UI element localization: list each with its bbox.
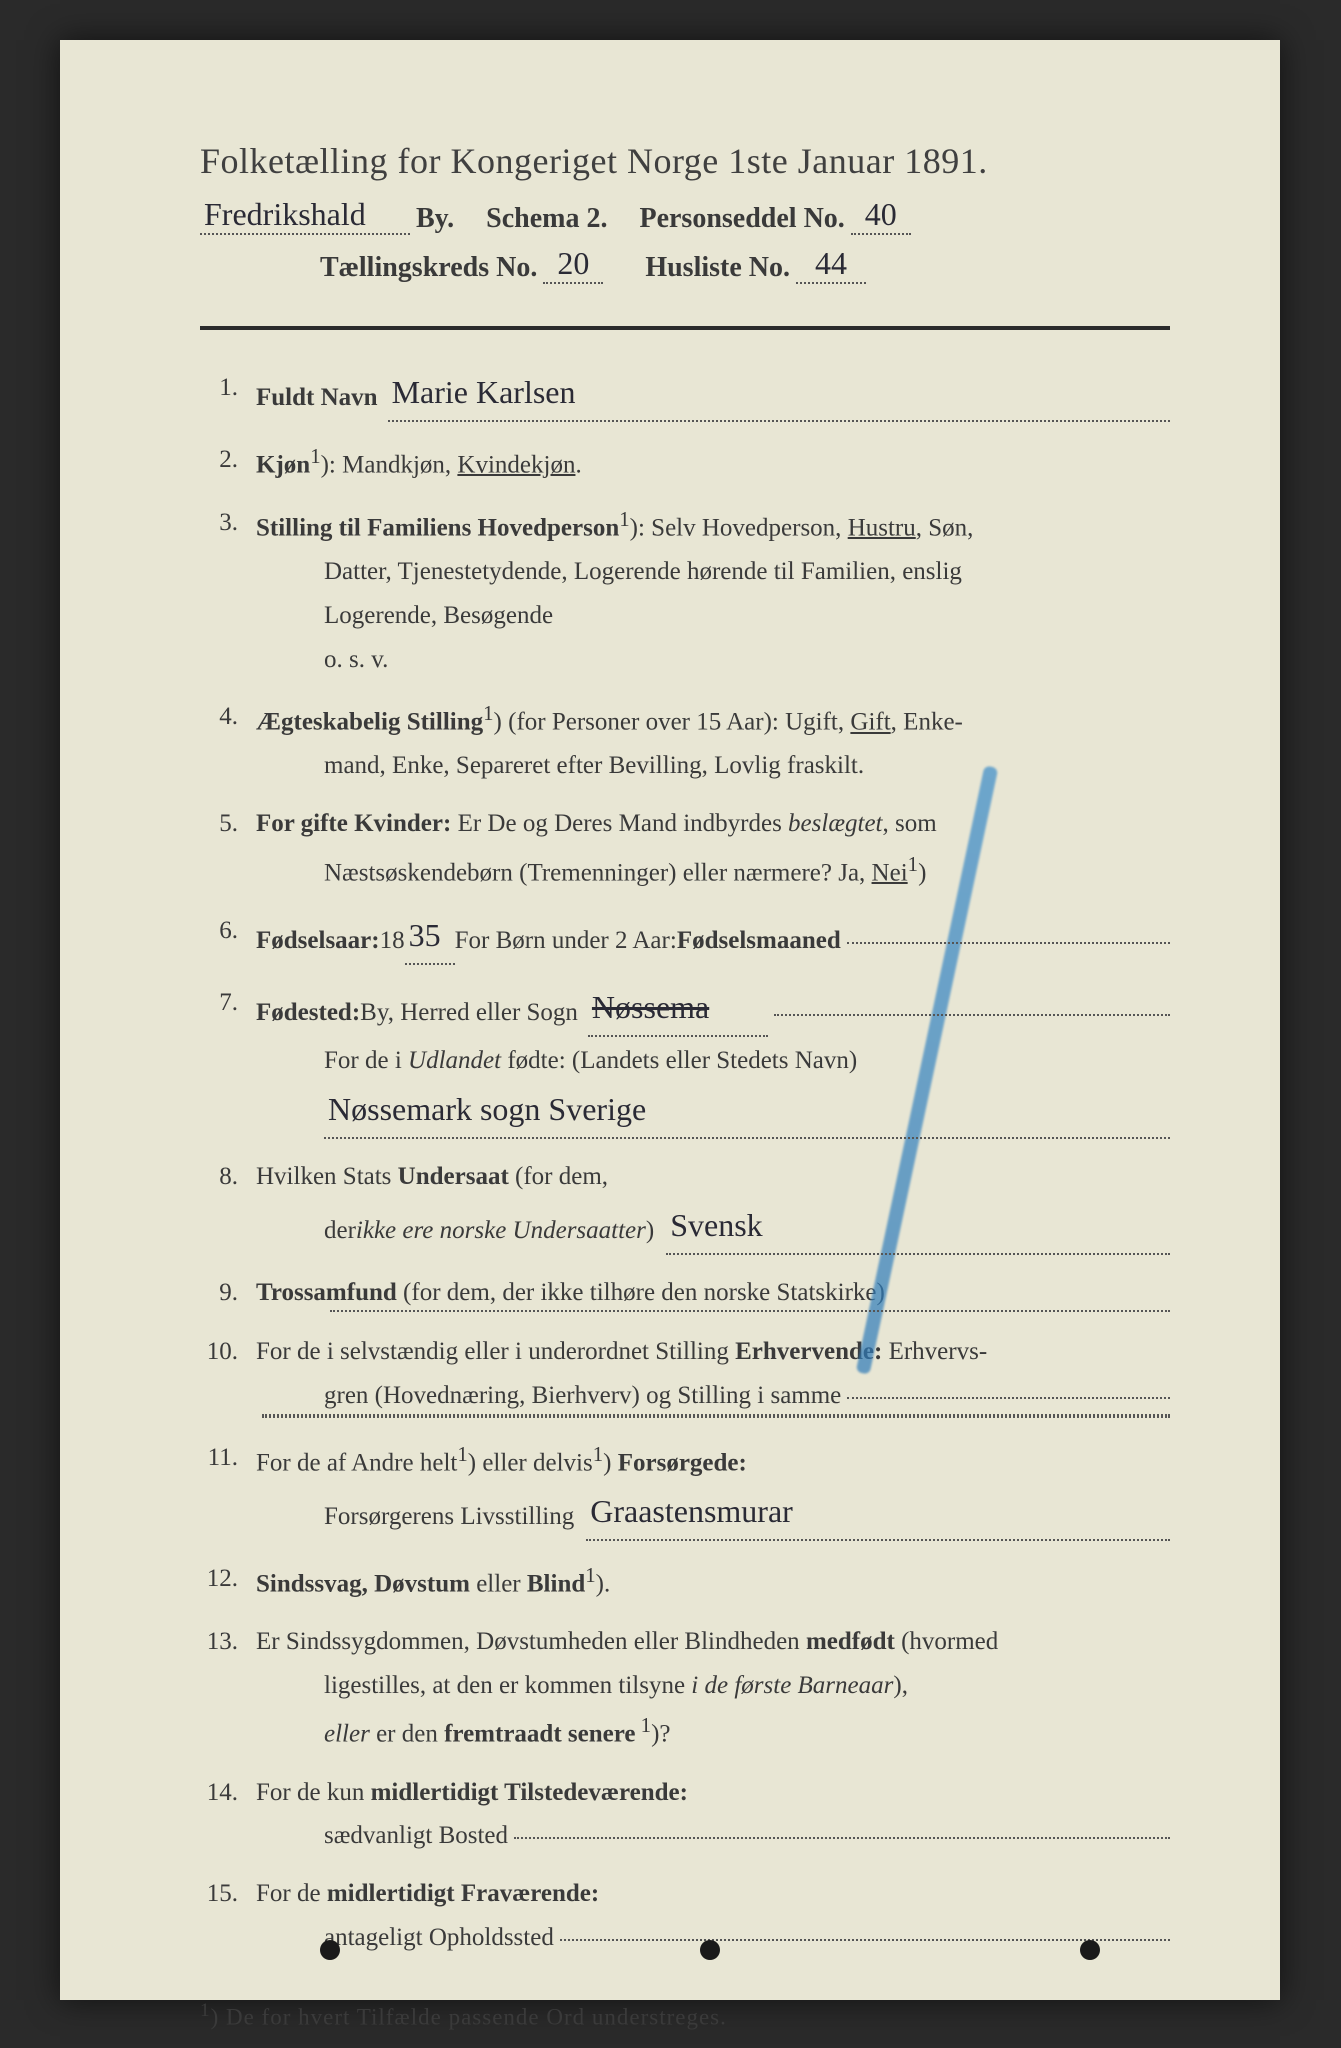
punch-hole-icon [320, 1940, 340, 1960]
q9-label: Trossamfund [256, 1279, 397, 1306]
q11-value: Graastensmurar [586, 1483, 1170, 1541]
census-form-page: Folketælling for Kongeriget Norge 1ste J… [60, 40, 1280, 2000]
q2: 2. Kjøn1): Mandkjøn, Kvindekjøn. [200, 438, 1170, 487]
q8-value: Svensk [666, 1197, 1170, 1255]
q4-num: 4. [200, 695, 256, 788]
q14-num: 14. [200, 1771, 256, 1859]
q7-label: Fødested: [256, 991, 360, 1035]
q2-kvindekjon: Kvindekjøn [457, 451, 575, 478]
q12-label: Sindssvag, Døvstum [256, 1570, 470, 1597]
kreds-label: Tællingskreds No. [320, 252, 537, 284]
personseddel-label: Personseddel No. [639, 203, 844, 235]
header-block: Folketælling for Kongeriget Norge 1ste J… [200, 140, 1170, 286]
header-line-3: Tællingskreds No. 20 Husliste No. 44 [320, 247, 1170, 286]
q12: 12. Sindssvag, Døvstum eller Blind1). [200, 1557, 1170, 1606]
header-line-2: Fredrikshald By. Schema 2. Personseddel … [200, 198, 1170, 237]
q14-label: midlertidigt Tilstedeværende: [371, 1779, 688, 1806]
q5-label: For gifte Kvinder: [256, 810, 451, 837]
q8: 8. Hvilken Stats Undersaat (for dem, der… [200, 1155, 1170, 1257]
personseddel-no: 40 [851, 196, 911, 235]
q3-num: 3. [200, 501, 256, 681]
q13-num: 13. [200, 1620, 256, 1757]
q9-num: 9. [200, 1271, 256, 1317]
q10-num: 10. [200, 1330, 256, 1422]
q15-num: 15. [200, 1872, 256, 1960]
q11-label: Forsørgede: [618, 1449, 747, 1476]
q1: 1. Fuldt Navn Marie Karlsen [200, 366, 1170, 424]
q1-num: 1. [200, 366, 256, 424]
divider-rule [200, 326, 1170, 330]
q5: 5. For gifte Kvinder: Er De og Deres Man… [200, 802, 1170, 895]
q4: 4. Ægteskabelig Stilling1) (for Personer… [200, 695, 1170, 788]
q7-num: 7. [200, 981, 256, 1141]
q9: 9. Trossamfund (for dem, der ikke tilhør… [200, 1271, 1170, 1317]
husliste-no: 44 [796, 245, 866, 284]
q15: 15. For de midlertidigt Fraværende: anta… [200, 1872, 1170, 1960]
q10: 10. For de i selvstændig eller i underor… [200, 1330, 1170, 1422]
q6-year: 35 [405, 907, 455, 965]
q6-label: Fødselsaar: [256, 919, 380, 963]
q3-hustru: Hustru [848, 514, 916, 541]
q5-num: 5. [200, 802, 256, 895]
q2-num: 2. [200, 438, 256, 487]
q7-struck: Nøssema [588, 979, 768, 1037]
husliste-label: Husliste No. [645, 252, 790, 284]
questions: 1. Fuldt Navn Marie Karlsen 2. Kjøn1): M… [200, 366, 1170, 1960]
q6-num: 6. [200, 909, 256, 967]
city-handwritten: Fredrikshald [200, 196, 410, 235]
q6: 6. Fødselsaar: 1835 For Børn under 2 Aar… [200, 909, 1170, 967]
q15-label: midlertidigt Fraværende: [327, 1880, 599, 1907]
q3: 3. Stilling til Familiens Hovedperson1):… [200, 501, 1170, 681]
q12-num: 12. [200, 1557, 256, 1606]
q13: 13. Er Sindssygdommen, Døvstumheden elle… [200, 1620, 1170, 1757]
q3-label: Stilling til Familiens Hovedperson [256, 514, 619, 541]
q11-num: 11. [200, 1436, 256, 1543]
kreds-no: 20 [543, 245, 603, 284]
q4-label: Ægteskabelig Stilling [256, 709, 483, 736]
punch-hole-icon [700, 1940, 720, 1960]
footnote: 1) De for hvert Tilfælde passende Ord un… [200, 2000, 1170, 2031]
punch-hole-icon [1080, 1940, 1100, 1960]
q8-num: 8. [200, 1155, 256, 1257]
q14: 14. For de kun midlertidigt Tilstedevære… [200, 1771, 1170, 1859]
by-label: By. [416, 203, 454, 235]
schema-label: Schema 2. [486, 203, 607, 235]
q1-value: Marie Karlsen [388, 364, 1170, 422]
main-title: Folketælling for Kongeriget Norge 1ste J… [200, 140, 1170, 182]
q7: 7. Fødested: By, Herred eller SognNøssem… [200, 981, 1170, 1141]
q2-label: Kjøn [256, 451, 310, 478]
q4-gift: Gift [850, 709, 890, 736]
q5-nei: Nei [872, 859, 908, 886]
q7-value: Nøssemark sogn Sverige [324, 1081, 1170, 1139]
q8-label: Undersaat [398, 1163, 509, 1190]
q11: 11. For de af Andre helt1) eller delvis1… [200, 1436, 1170, 1543]
q1-label: Fuldt Navn [256, 376, 378, 420]
